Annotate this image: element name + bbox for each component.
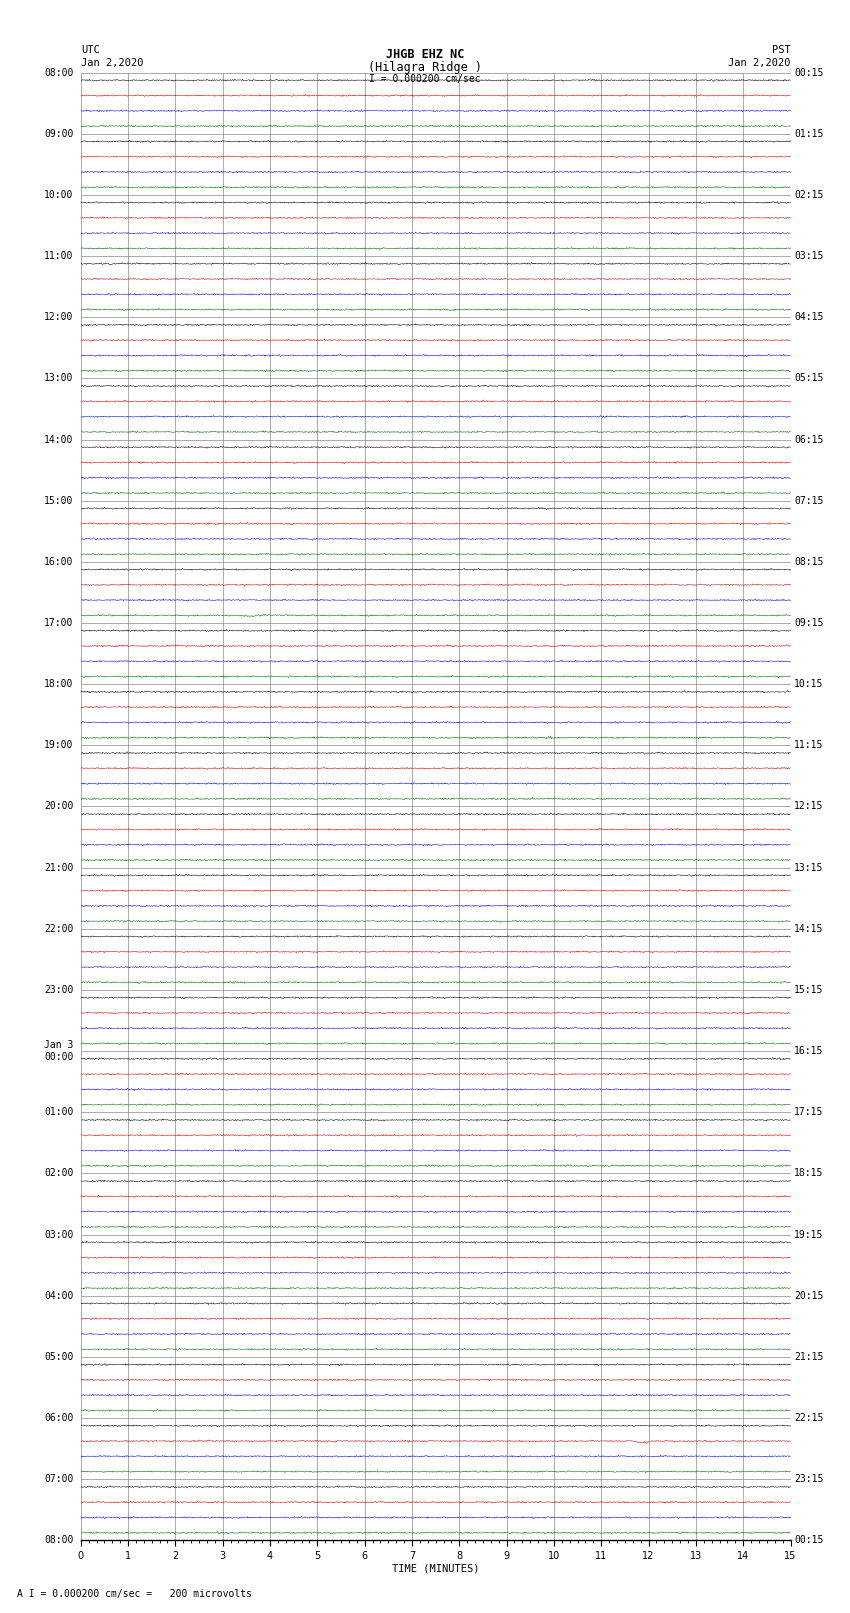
Text: 15:15: 15:15 <box>794 986 824 995</box>
Text: 14:00: 14:00 <box>44 434 74 445</box>
Text: 05:00: 05:00 <box>44 1352 74 1361</box>
Text: 20:15: 20:15 <box>794 1290 824 1300</box>
Text: 16:15: 16:15 <box>794 1047 824 1057</box>
Text: PST: PST <box>772 45 791 55</box>
Text: 13:15: 13:15 <box>794 863 824 873</box>
Text: 12:15: 12:15 <box>794 802 824 811</box>
Text: 19:15: 19:15 <box>794 1229 824 1240</box>
Text: 05:15: 05:15 <box>794 373 824 384</box>
Text: (Hilagra Ridge ): (Hilagra Ridge ) <box>368 61 482 74</box>
Text: 23:15: 23:15 <box>794 1474 824 1484</box>
Text: Jan 3
00:00: Jan 3 00:00 <box>44 1040 74 1061</box>
Text: 17:00: 17:00 <box>44 618 74 627</box>
Text: 22:00: 22:00 <box>44 924 74 934</box>
Text: 09:15: 09:15 <box>794 618 824 627</box>
Text: 02:15: 02:15 <box>794 190 824 200</box>
Text: 22:15: 22:15 <box>794 1413 824 1423</box>
Text: 13:00: 13:00 <box>44 373 74 384</box>
Text: 10:15: 10:15 <box>794 679 824 689</box>
Text: 06:00: 06:00 <box>44 1413 74 1423</box>
Text: Jan 2,2020: Jan 2,2020 <box>728 58 791 68</box>
Text: 21:15: 21:15 <box>794 1352 824 1361</box>
Text: 04:00: 04:00 <box>44 1290 74 1300</box>
Text: 18:15: 18:15 <box>794 1168 824 1179</box>
Text: A I = 0.000200 cm/sec =   200 microvolts: A I = 0.000200 cm/sec = 200 microvolts <box>17 1589 252 1598</box>
Text: JHGB EHZ NC: JHGB EHZ NC <box>386 48 464 61</box>
Text: 09:00: 09:00 <box>44 129 74 139</box>
Text: 11:15: 11:15 <box>794 740 824 750</box>
Text: 18:00: 18:00 <box>44 679 74 689</box>
Text: I = 0.000200 cm/sec: I = 0.000200 cm/sec <box>369 74 481 84</box>
Text: 04:15: 04:15 <box>794 313 824 323</box>
Text: 16:00: 16:00 <box>44 556 74 566</box>
Text: 12:00: 12:00 <box>44 313 74 323</box>
Text: 19:00: 19:00 <box>44 740 74 750</box>
Text: 01:15: 01:15 <box>794 129 824 139</box>
Text: 15:00: 15:00 <box>44 495 74 506</box>
Text: 23:00: 23:00 <box>44 986 74 995</box>
Text: 21:00: 21:00 <box>44 863 74 873</box>
Text: 01:00: 01:00 <box>44 1107 74 1118</box>
Text: 00:15: 00:15 <box>794 1536 824 1545</box>
Text: 03:15: 03:15 <box>794 252 824 261</box>
Text: 08:00: 08:00 <box>44 1536 74 1545</box>
X-axis label: TIME (MINUTES): TIME (MINUTES) <box>392 1563 479 1574</box>
Text: 06:15: 06:15 <box>794 434 824 445</box>
Text: 08:15: 08:15 <box>794 556 824 566</box>
Text: 20:00: 20:00 <box>44 802 74 811</box>
Text: 03:00: 03:00 <box>44 1229 74 1240</box>
Text: 07:00: 07:00 <box>44 1474 74 1484</box>
Text: 02:00: 02:00 <box>44 1168 74 1179</box>
Text: 11:00: 11:00 <box>44 252 74 261</box>
Text: 00:15: 00:15 <box>794 68 824 77</box>
Text: 07:15: 07:15 <box>794 495 824 506</box>
Text: Jan 2,2020: Jan 2,2020 <box>81 58 144 68</box>
Text: 10:00: 10:00 <box>44 190 74 200</box>
Text: UTC: UTC <box>81 45 99 55</box>
Text: 17:15: 17:15 <box>794 1107 824 1118</box>
Text: 14:15: 14:15 <box>794 924 824 934</box>
Text: 08:00: 08:00 <box>44 68 74 77</box>
